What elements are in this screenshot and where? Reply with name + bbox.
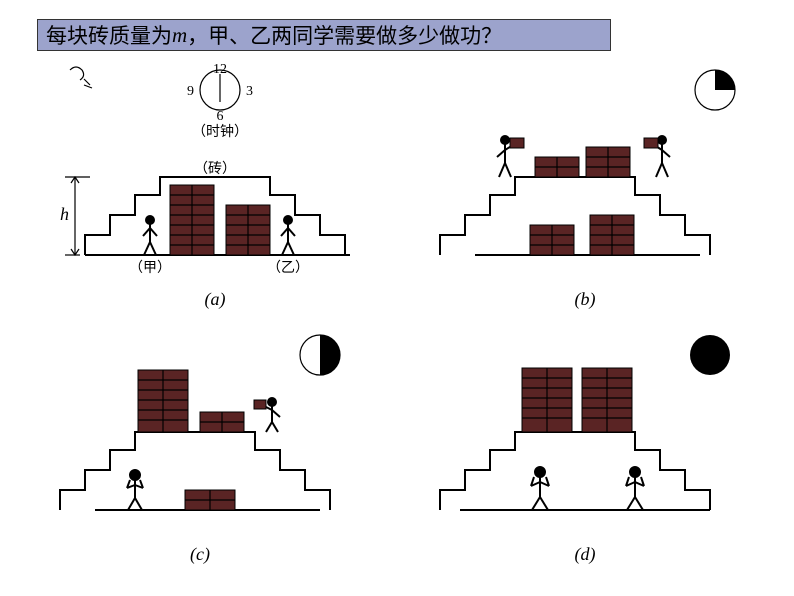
bricks-ground-b xyxy=(530,215,634,255)
person-c-left xyxy=(127,470,143,510)
question-title: 每块砖质量为 m ，甲、乙两同学需要做多少做功？ xyxy=(37,19,611,51)
clock-d xyxy=(690,335,730,375)
person-jia xyxy=(143,216,157,255)
title-mass-symbol: m xyxy=(172,23,187,48)
person-d-right xyxy=(626,467,644,510)
clock-a: 12 3 6 9 （时钟） xyxy=(187,62,253,140)
bricks-top-d-left xyxy=(522,368,572,432)
title-pre: 每块砖质量为 xyxy=(46,20,172,50)
clock-c xyxy=(300,335,340,375)
caption-a: (a) xyxy=(205,289,226,310)
bricks-top-c xyxy=(138,370,244,432)
clock-b xyxy=(695,70,735,110)
clock-6: 6 xyxy=(217,109,224,124)
caption-c: (c) xyxy=(190,544,210,565)
label-jia: （甲） xyxy=(129,260,171,276)
person-yi xyxy=(281,216,295,255)
clock-3: 3 xyxy=(246,84,253,99)
label-yi: （乙） xyxy=(267,260,309,276)
bricks-top-d-right xyxy=(582,368,632,432)
height-h: h xyxy=(60,204,69,224)
panel-a: 12 3 6 9 （时钟） h （砖） xyxy=(20,60,390,330)
person-b-right xyxy=(644,136,670,177)
brick-stack-right xyxy=(226,205,270,255)
brick-label: （砖） xyxy=(194,161,236,177)
panel-c: (c) xyxy=(20,330,390,590)
caption-d: (d) xyxy=(575,544,596,565)
person-b-left xyxy=(497,136,524,177)
person-d-left xyxy=(531,467,549,510)
clock-9: 9 xyxy=(187,84,194,99)
person-c-right xyxy=(254,398,280,432)
brick-stack-left xyxy=(170,185,214,255)
panel-b: (b) xyxy=(400,60,770,330)
bricks-ground-c xyxy=(185,490,235,510)
clock-label: （时钟） xyxy=(192,123,248,140)
caption-b: (b) xyxy=(575,289,596,310)
bricks-top-b xyxy=(535,147,630,177)
panel-d: (d) xyxy=(400,330,770,590)
title-post: ，甲、乙两同学需要做多少做功？ xyxy=(187,20,502,50)
